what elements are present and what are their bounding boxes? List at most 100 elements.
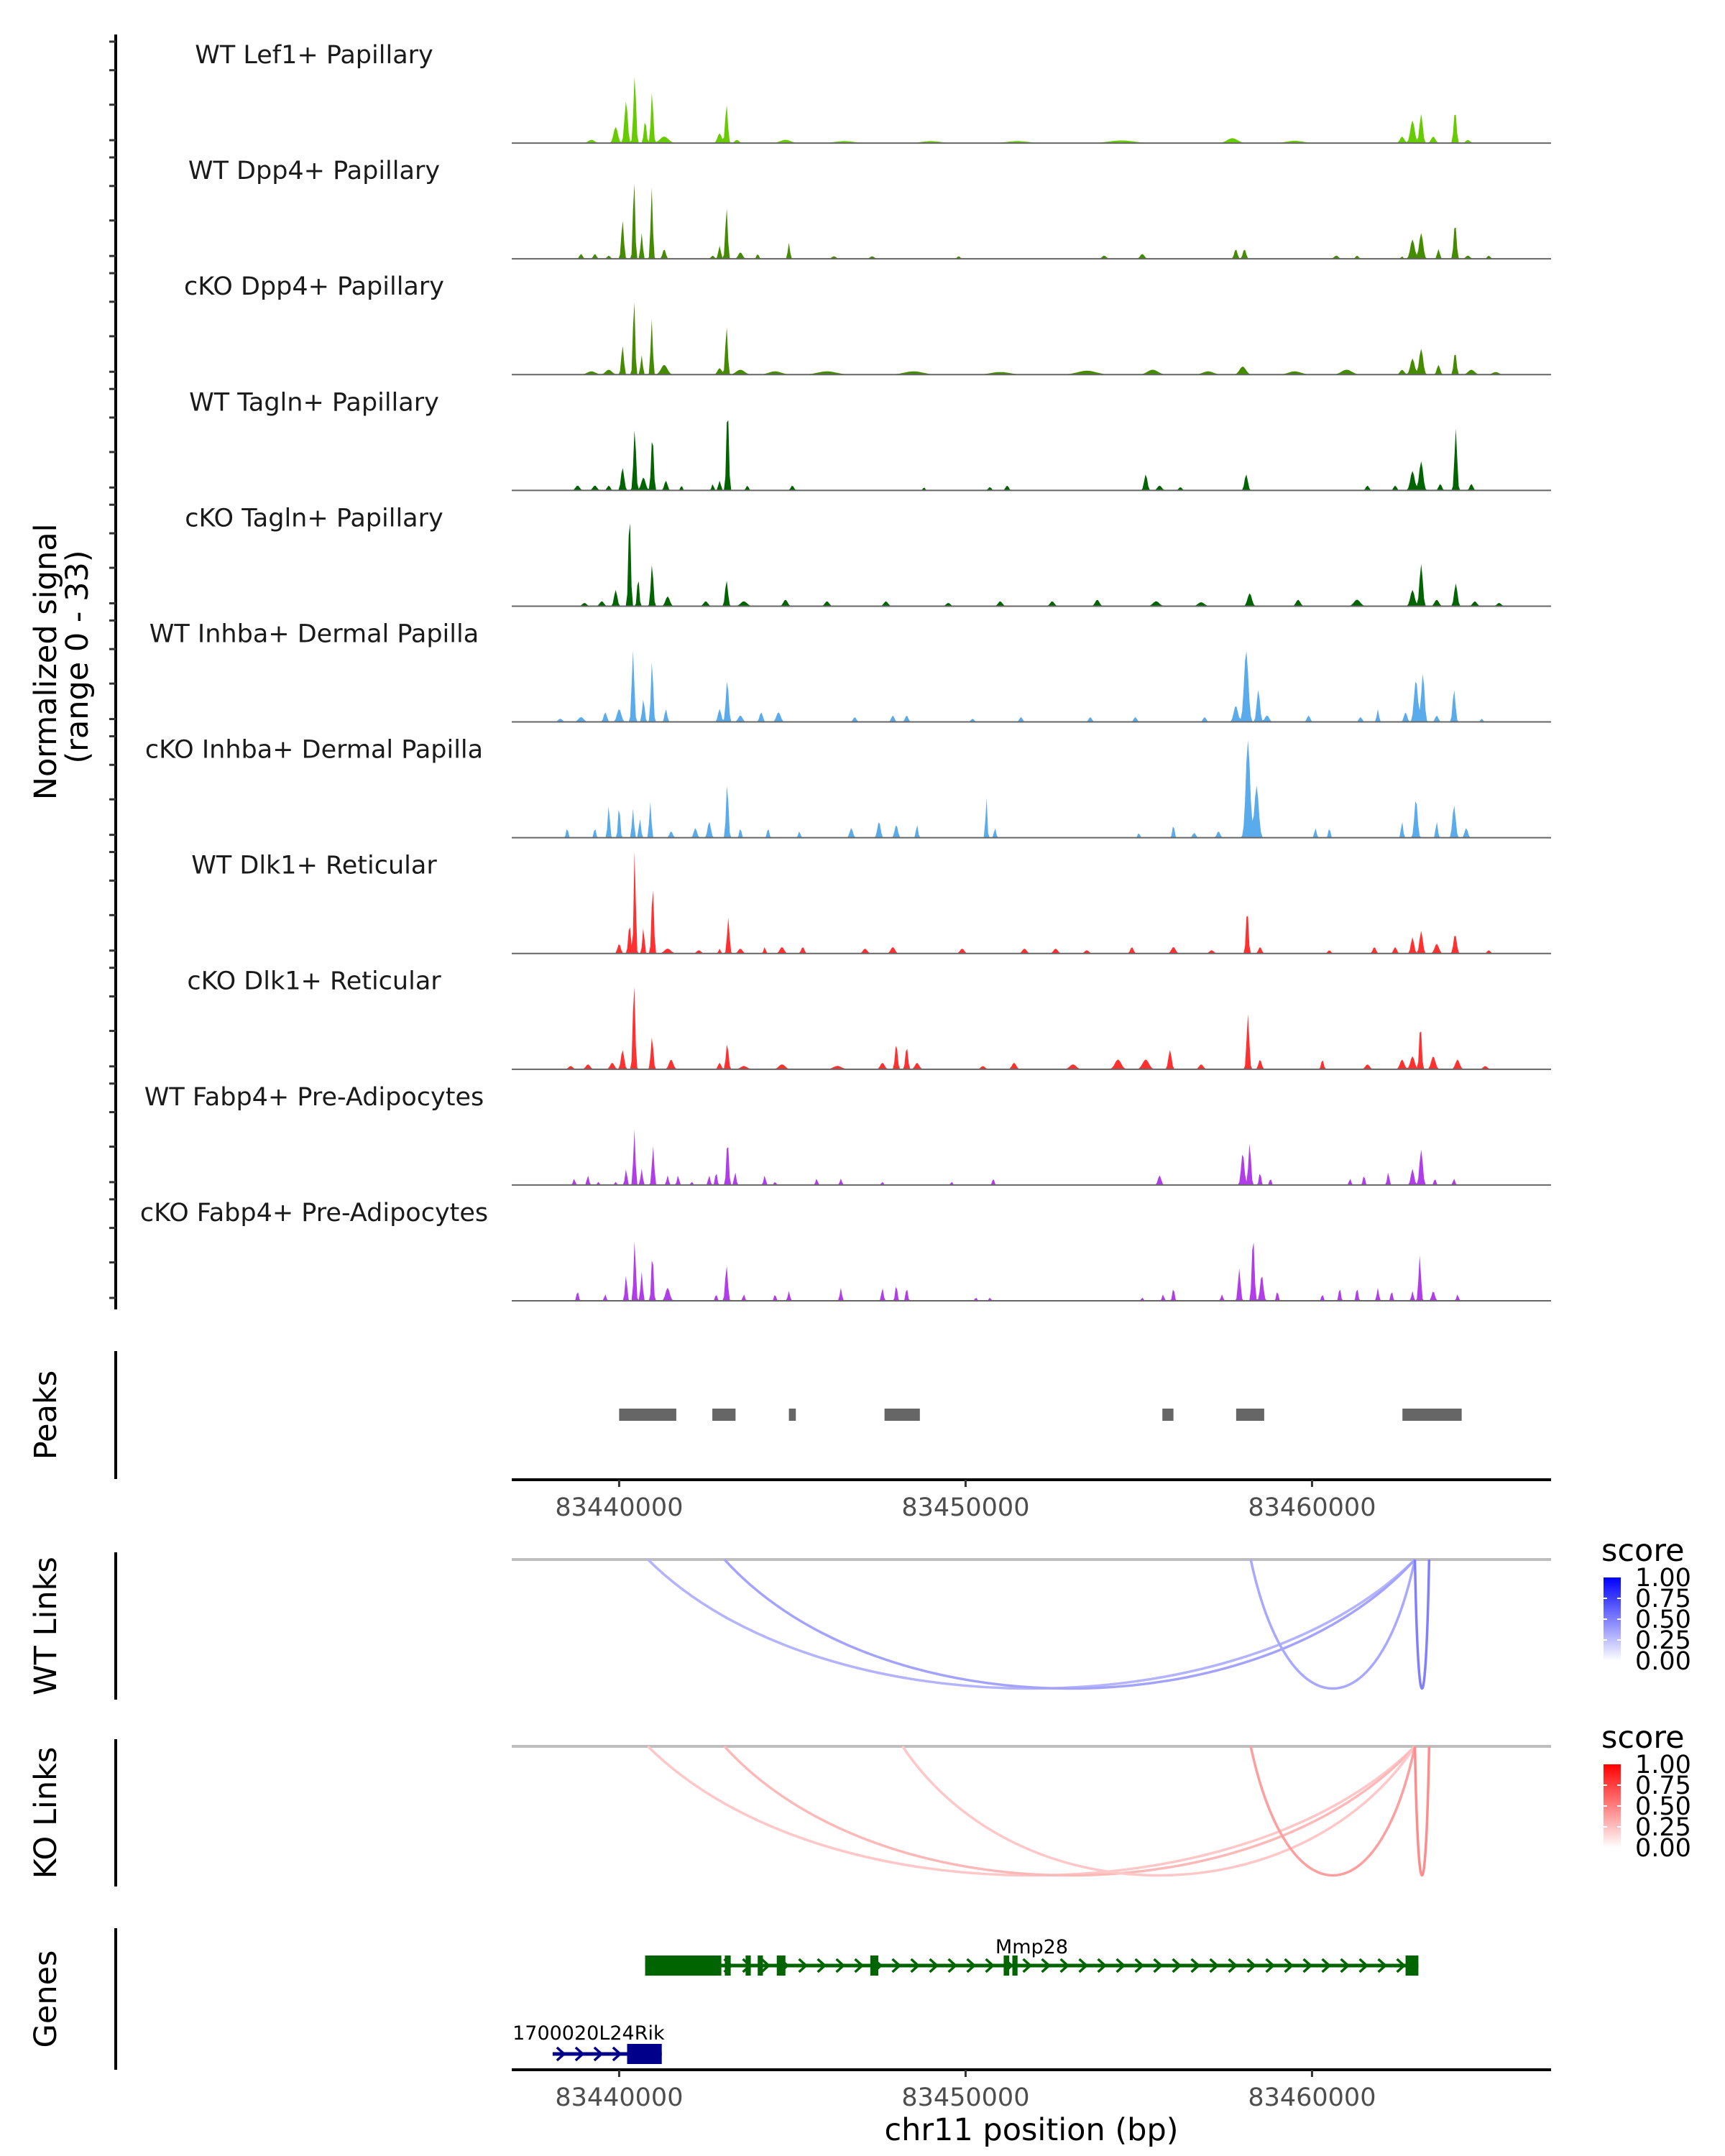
coverage-signal-area [512,740,1551,838]
coverage-track-label: WT Tagln+ Papillary [189,388,439,417]
strand-arrow-left-icon [1284,1958,1294,1973]
gene-exon [1012,1955,1018,1976]
peak-region [788,1409,796,1421]
coverage-signal-area [512,302,1551,375]
legend-tick-label: 0.00 [1635,1834,1691,1863]
legend-tick-label: 0.25 [1635,1626,1691,1655]
legend-title: score [1601,1533,1685,1569]
legend-tick-label: 0.50 [1635,1792,1691,1821]
coverage-track: WT Dpp4+ Papillary [188,157,1551,260]
strand-arrow-left-icon [1321,1958,1332,1973]
coverage-tracks: WT Lef1+ Papillary WT Dpp4+ Papillary cKO … [140,41,1551,1302]
link-arc [647,1558,1416,1690]
coverage-track: cKO Dpp4+ Papillary [184,272,1551,376]
x-axis-tick-label: 83460000 [1248,1493,1376,1522]
strand-arrow-left-icon [1228,1958,1238,1973]
links-panel-title: KO Links [28,1747,64,1879]
strand-arrow-left-icon [1190,1958,1201,1973]
strand-arrow-left-icon [1377,1958,1388,1973]
coverage-track: WT Dlk1+ Reticular [191,851,1551,954]
gene-exon [776,1955,786,1976]
legend-tick-label: 0.75 [1635,1772,1691,1800]
gene-model: 1700020L24Rik [512,2022,665,2064]
strand-arrow-left-icon [910,1958,921,1973]
coverage-track-label: WT Lef1+ Papillary [195,41,433,70]
strand-arrow-left-icon [835,1958,846,1973]
strand-arrow-left-icon [854,1958,865,1973]
gene-exon [724,1955,731,1976]
legend-tick-label: 1.00 [1635,1751,1691,1779]
coverage-y-axis-title-line1: Normalized signal [28,523,64,800]
legend-tick-label: 0.25 [1635,1813,1691,1842]
strand-arrow-left-icon [1116,1958,1126,1973]
x-axis-peaks: 83440000 83450000 83460000 [512,1478,1551,1522]
gene-exon [645,1955,722,1976]
strand-arrow-left-icon [760,1958,771,1973]
strand-arrow-left-icon [1265,1958,1276,1973]
coverage-track: WT Tagln+ Papillary [189,388,1551,492]
coverage-track: WT Fabp4+ Pre-Adipocytes [144,1083,1551,1186]
genes-panel-title: Genes [28,1950,64,2048]
strand-arrow-right-icon [574,2046,585,2062]
peaks-panel-title: Peaks [28,1370,64,1460]
gene-exon [870,1955,878,1976]
legend-tick-label: 1.00 [1635,1564,1691,1593]
coverage-track-label: cKO Dlk1+ Reticular [187,967,441,996]
peak-region [712,1409,736,1421]
x-axis-tick-label: 83440000 [555,1493,683,1522]
peak-region [619,1409,676,1421]
strand-arrow-left-icon [1134,1958,1145,1973]
coverage-signal-area [512,987,1551,1069]
coverage-panel: Normalized signal (range 0 - 33) WT Lef1… [28,34,1551,1309]
genes-panel: Genes Mmp28 1700020L24Rik 83440000 8345000… [28,1928,1551,2148]
strand-arrow-left-icon [1153,1958,1164,1973]
peak-region [1162,1409,1174,1421]
strand-arrow-left-icon [1078,1958,1089,1973]
coverage-track-label: cKO Tagln+ Papillary [185,504,443,533]
coverage-track-label: WT Inhba+ Dermal Papilla [150,619,479,648]
coverage-signal-area [512,183,1551,259]
link-arc [1413,1559,1431,1690]
x-axis-tick-label: 83450000 [901,2083,1029,2112]
coverage-signal-area [512,1130,1551,1185]
peak-region [1236,1409,1264,1421]
legend-tick-label: 0.75 [1635,1585,1691,1613]
peaks-panel: Peaks 83440000 83450000 83460000 [28,1351,1551,1522]
x-axis-tick-label: 83460000 [1248,2083,1376,2112]
strand-arrow-left-icon [1041,1958,1052,1973]
strand-arrow-right-icon [556,2046,566,2062]
coverage-signal-area [512,420,1551,491]
coverage-signal-area [512,650,1551,722]
coverage-y-axis-title-line2: (range 0 - 33) [60,550,96,763]
strand-arrow-left-icon [966,1958,977,1973]
peak-region [884,1409,920,1421]
link-arc [1249,1559,1417,1690]
coverage-track-label: cKO Inhba+ Dermal Papilla [145,736,483,765]
link-arc [647,1745,1416,1877]
x-axis-title: chr11 position (bp) [884,2112,1178,2148]
gene-name-label: Mmp28 [995,1936,1068,1958]
links-panel-title: WT Links [28,1557,64,1695]
link-arc [1413,1746,1431,1876]
gene-exon [1003,1955,1010,1976]
strand-arrow-left-icon [1396,1958,1407,1973]
gene-models: Mmp28 1700020L24Rik [512,1936,1419,2064]
strand-arrow-left-icon [798,1958,809,1973]
coverage-track: WT Inhba+ Dermal Papilla [150,619,1551,723]
coverage-track: WT Lef1+ Papillary [195,41,1551,144]
coverage-track-label: WT Fabp4+ Pre-Adipocytes [144,1083,484,1112]
strand-arrow-left-icon [1246,1958,1257,1973]
strand-arrow-left-icon [1358,1958,1369,1973]
coverage-track-label: cKO Fabp4+ Pre-Adipocytes [140,1199,488,1227]
gene-exon [758,1955,763,1976]
strand-arrow-right-icon [593,2046,604,2062]
strand-arrow-left-icon [1172,1958,1182,1973]
link-arc [901,1746,1417,1877]
coverage-track-label: WT Dpp4+ Papillary [188,157,440,185]
coverage-track: cKO Tagln+ Papillary [185,504,1551,607]
strand-arrow-left-icon [929,1958,939,1973]
strand-arrow-left-icon [985,1958,995,1973]
